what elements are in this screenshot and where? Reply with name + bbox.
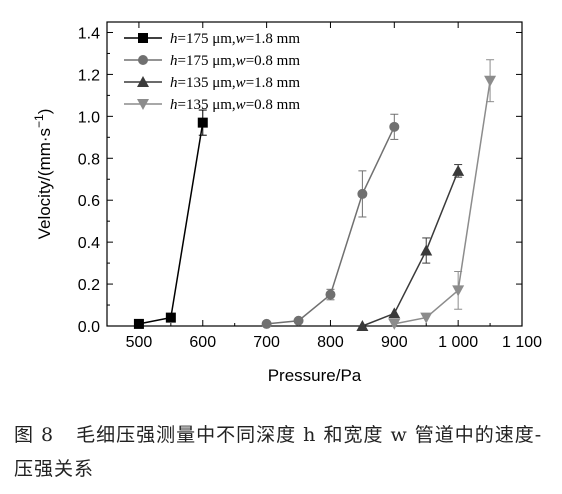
legend-label: h=135 μm,w=0.8 mm: [170, 97, 300, 113]
y-tick-label: 0.2: [78, 277, 100, 294]
x-tick-label: 700: [253, 334, 280, 351]
data-point: [388, 318, 401, 330]
data-point: [165, 312, 176, 323]
y-axis-title-close: ): [35, 109, 54, 115]
x-tick-label: 800: [317, 334, 344, 351]
y-tick-label: 1.2: [78, 67, 100, 84]
x-tick-label: 1 000: [438, 334, 478, 351]
legend-entry-2: h=175 μm,w=0.8 mm: [124, 53, 300, 69]
y-tick-label: 0.4: [78, 235, 100, 252]
y-tick-label: 0.8: [78, 151, 100, 168]
x-tick-label: 600: [189, 334, 216, 351]
series-1: [133, 109, 208, 329]
legend-label: h=135 μm,w=1.8 mm: [170, 75, 300, 91]
x-axis-title: Pressure/Pa: [268, 366, 362, 385]
y-tick-label: 0.6: [78, 193, 100, 210]
data-point: [133, 318, 144, 329]
chart: 500 600 700 800 900 1 000 1 1000.00.20.40.60.8…: [32, 21, 542, 385]
data-point: [452, 285, 465, 297]
legend-label: h=175 μm,w=0.8 mm: [170, 53, 300, 69]
legend-entry-3: h=135 μm,w=1.8 mm: [124, 75, 300, 91]
y-tick-label: 1.4: [78, 25, 100, 42]
figure-number: 图 8: [14, 424, 55, 446]
legend-marker: [137, 99, 149, 110]
legend-entry-1: h=175 μm,w=1.8 mm: [124, 31, 300, 47]
y-tick-label: 1.0: [78, 109, 100, 126]
figure-caption: 图 8 毛细压强测量中不同深度 h 和宽度 w 管道中的速度-压强关系: [14, 418, 554, 486]
data-point: [420, 312, 433, 324]
x-tick-label: 500: [126, 334, 153, 351]
y-axis-title-main: Velocity/(mm·s: [35, 128, 54, 239]
x-tick-label: 1 100: [502, 334, 542, 351]
legend-marker: [138, 55, 148, 65]
series-layer: [133, 59, 497, 331]
data-point: [484, 75, 497, 87]
y-axis-title: Velocity/(mm·s−1): [32, 109, 54, 240]
data-point: [293, 315, 304, 326]
data-point: [389, 121, 400, 132]
axes: 500 600 700 800 900 1 000 1 1000.00.20.40.60.8…: [78, 21, 542, 351]
caption-text: 毛细压强测量中不同深度 h 和宽度 w 管道中的速度-压强关系: [14, 424, 543, 480]
plot-frame: [106, 21, 523, 327]
series-2: [261, 113, 400, 329]
series-line: [138, 122, 204, 325]
data-point: [261, 318, 272, 329]
legend-marker: [138, 33, 148, 43]
series-line: [362, 170, 459, 327]
data-point: [356, 320, 369, 331]
data-point: [325, 289, 336, 300]
legend-label: h=175 μm,w=1.8 mm: [170, 31, 300, 47]
series-line: [394, 80, 491, 325]
series-3: [356, 164, 465, 331]
data-point: [420, 244, 433, 256]
y-axis-title-exponent: −1: [32, 114, 46, 128]
data-point: [452, 164, 465, 176]
data-point: [197, 117, 208, 128]
data-point: [357, 188, 368, 199]
legend: h=175 μm,w=1.8 mm h=175 μm,w=0.8 mm h=135 …: [124, 31, 300, 113]
legend-marker: [137, 76, 149, 87]
x-tick-label: 900: [381, 334, 408, 351]
data-point: [388, 307, 401, 319]
y-tick-label: 0.0: [78, 319, 100, 336]
legend-entry-4: h=135 μm,w=0.8 mm: [124, 97, 300, 113]
series-4: [388, 59, 497, 330]
